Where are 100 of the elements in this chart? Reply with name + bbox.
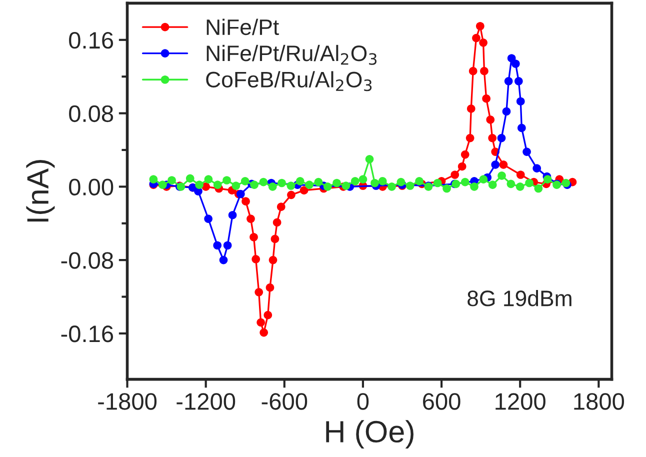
point [228,210,237,220]
point [525,178,534,188]
point [213,241,222,250]
point [458,162,466,171]
point [259,178,268,186]
point [195,180,204,189]
point [488,180,497,189]
point [491,160,500,169]
point [242,197,250,206]
point [516,170,525,179]
point [518,124,526,132]
y-tick-label: 0.08 [69,105,114,122]
point [342,182,350,190]
point [468,66,478,76]
annotation: 8G 19dBm [468,290,572,306]
point [186,174,194,183]
point [250,180,258,189]
point [305,180,314,189]
x-tick-label: -600 [262,393,308,410]
point [396,178,406,186]
point [278,178,286,188]
y-tick-label: 0.16 [69,32,114,49]
point [406,182,414,190]
y-axis-title: I(nA) [26,160,55,222]
point [246,214,255,223]
point [300,186,308,195]
point [480,66,488,76]
x-tick-label: 1200 [496,393,546,410]
point [466,104,476,113]
point [460,178,470,186]
point [388,182,396,191]
point [486,116,495,124]
point [350,176,360,186]
x-axis-title: H (Oe) [326,420,414,449]
x-tick-label: 600 [423,393,460,410]
point [204,175,213,184]
x-tick-label: 0 [357,393,369,410]
legend-label: NiFe/Pt [206,18,279,36]
point [497,134,506,142]
point [286,182,296,190]
point [268,256,278,264]
point [204,214,212,223]
legend-label: CoFeB/Ru/Al$_{2}$O$_{3}$ [206,71,372,92]
point [514,77,523,86]
point [256,318,265,327]
point [276,202,286,212]
point [365,154,374,164]
point [264,310,272,320]
point [472,34,480,42]
point [476,22,484,30]
point [223,241,232,250]
point [296,176,304,186]
point [433,178,442,188]
x-tick-label: -1800 [98,393,157,410]
point [532,164,542,172]
point [358,175,368,184]
point [450,170,460,179]
point [323,182,332,191]
x-tick-label: -1200 [176,393,236,410]
point [268,182,277,191]
point [266,283,274,292]
point [287,190,296,200]
point [516,97,525,106]
point [507,54,516,62]
point [479,175,488,184]
point [498,171,506,180]
point [260,328,268,337]
point [466,134,474,142]
y-tick-label: 0.00 [69,178,114,196]
point [470,182,478,191]
point [252,254,260,264]
point [219,256,228,264]
point [502,107,511,116]
point [213,180,222,189]
legend-label: NiFe/Pt/Ru/Al$_{2}$O$_{3}$ [206,44,377,65]
point [240,176,250,186]
point [314,178,323,186]
point [149,175,158,184]
point [254,288,264,296]
point [499,160,508,169]
point [442,184,451,193]
point [415,176,424,186]
point [168,176,176,184]
y-tick-label: -0.08 [61,252,114,269]
point [543,175,552,184]
point [511,60,520,68]
point [370,178,379,188]
point [232,182,240,190]
point [270,234,280,244]
point [378,176,387,186]
point [158,180,167,189]
point [332,178,341,188]
point [222,176,231,184]
point [250,232,258,242]
point [504,77,513,86]
point [534,184,543,193]
x-tick-label: 1800 [574,393,624,410]
point [479,38,488,47]
point [506,180,516,188]
point [516,182,524,191]
